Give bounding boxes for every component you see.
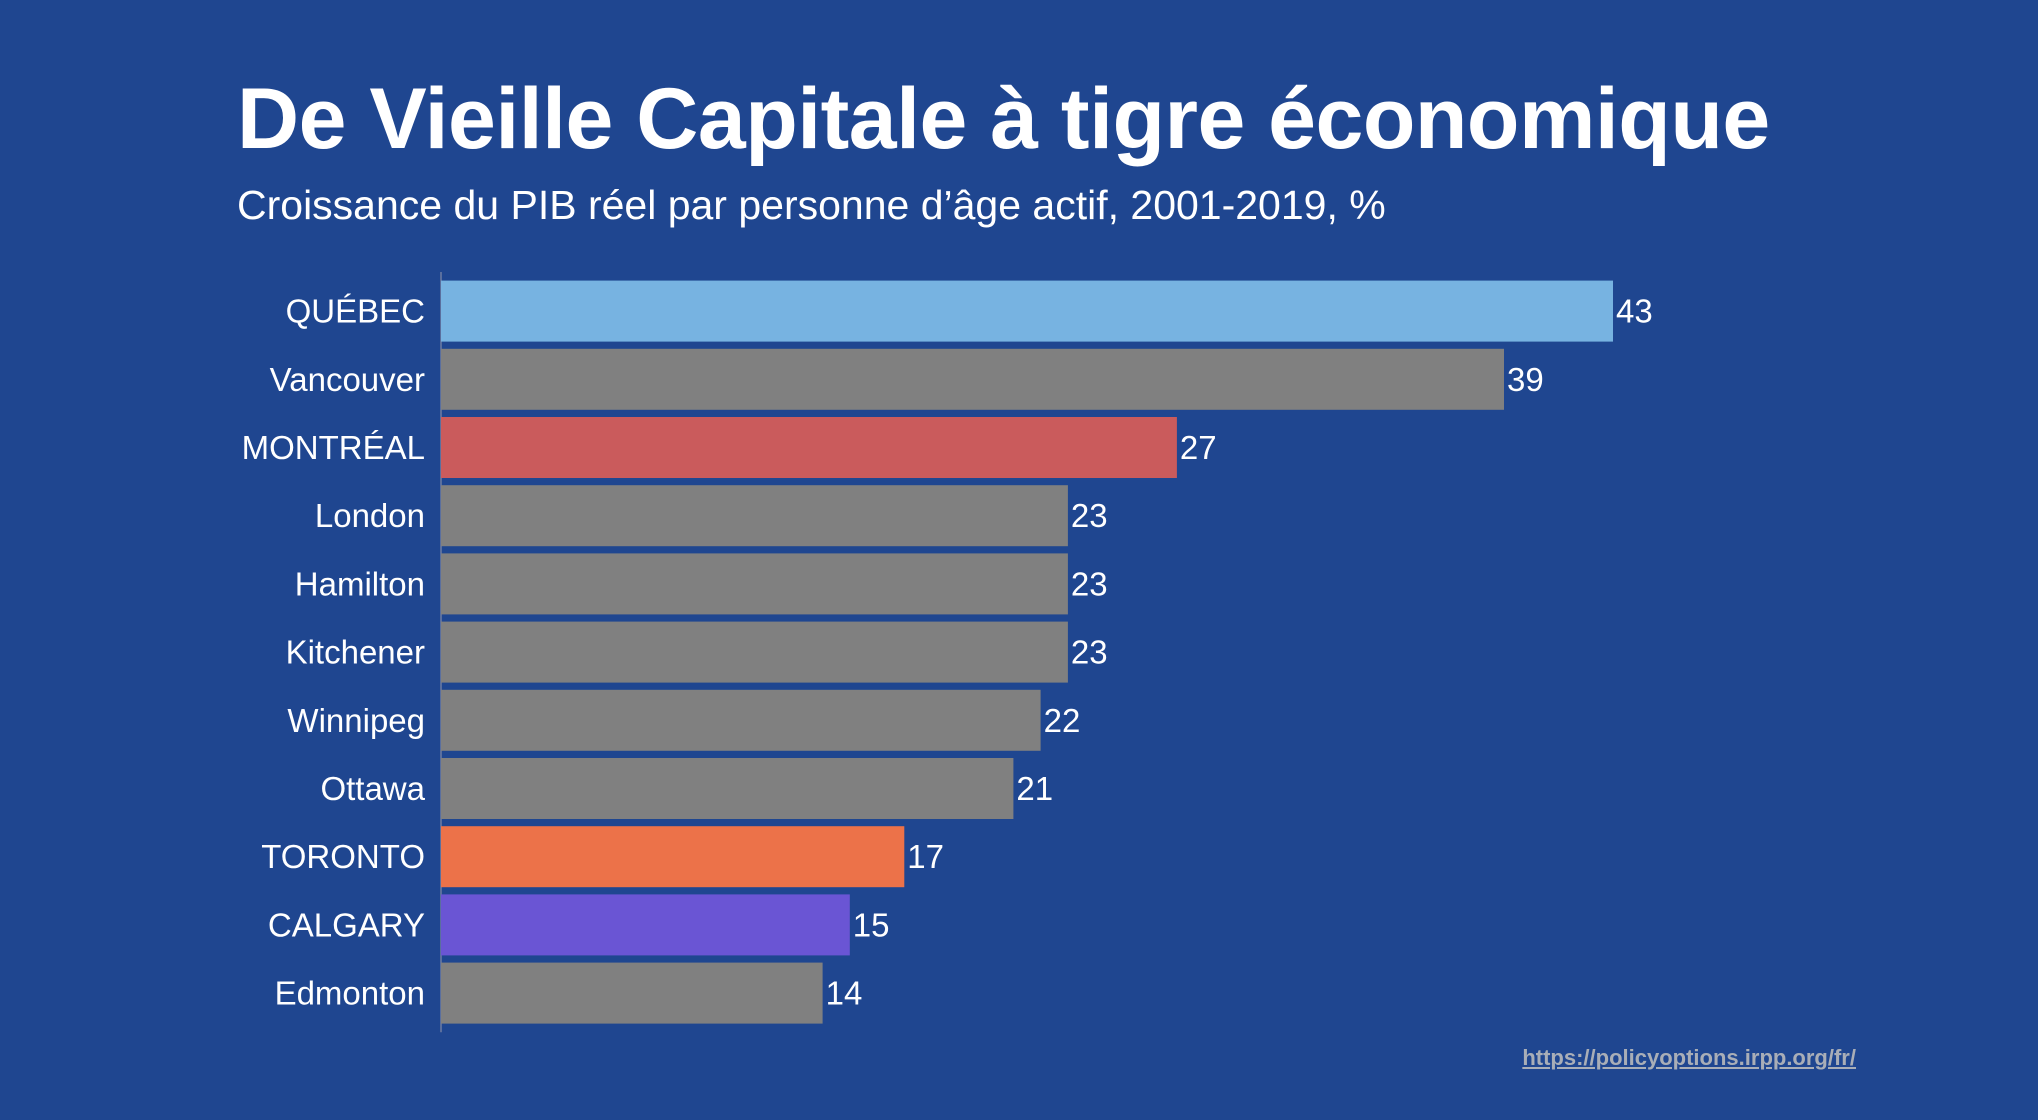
bar-2	[441, 417, 1177, 478]
category-label-6: Winnipeg	[287, 702, 425, 739]
value-label-4: 23	[1071, 565, 1108, 602]
value-label-7: 21	[1016, 770, 1053, 807]
value-label-1: 39	[1507, 361, 1544, 398]
bar-5	[441, 621, 1068, 683]
category-label-3: London	[315, 497, 425, 534]
category-label-9: CALGARY	[268, 906, 425, 943]
value-label-8: 17	[907, 838, 944, 875]
bar-7	[441, 758, 1014, 819]
category-label-5: Kitchener	[286, 634, 425, 671]
value-label-3: 23	[1071, 497, 1108, 534]
chart-subtitle: Croissance du PIB réel par personne d’âg…	[237, 182, 1386, 228]
value-label-6: 22	[1044, 702, 1081, 739]
value-label-5: 23	[1071, 634, 1108, 671]
category-label-0: QUÉBEC	[286, 293, 425, 330]
category-label-2: MONTRÉAL	[242, 429, 425, 466]
chart-title: De Vieille Capitale à tigre économique	[237, 71, 1770, 167]
bar-1	[441, 348, 1504, 410]
category-label-7: Ottawa	[320, 770, 425, 807]
value-label-0: 43	[1616, 293, 1653, 330]
bar-6	[441, 689, 1041, 751]
category-label-8: TORONTO	[261, 838, 425, 875]
bar-10	[441, 962, 823, 1024]
bar-3	[441, 485, 1068, 547]
value-label-9: 15	[853, 906, 890, 943]
value-label-2: 27	[1180, 429, 1217, 466]
bar-4	[441, 553, 1068, 615]
category-label-10: Edmonton	[275, 975, 425, 1012]
source-link[interactable]: https://policyoptions.irpp.org/fr/	[1522, 1045, 1856, 1070]
category-label-4: Hamilton	[295, 565, 425, 602]
value-label-10: 14	[826, 975, 863, 1012]
bar-9	[441, 894, 850, 956]
category-label-1: Vancouver	[270, 361, 425, 398]
bar-0	[441, 280, 1613, 342]
bar-8	[441, 826, 905, 888]
